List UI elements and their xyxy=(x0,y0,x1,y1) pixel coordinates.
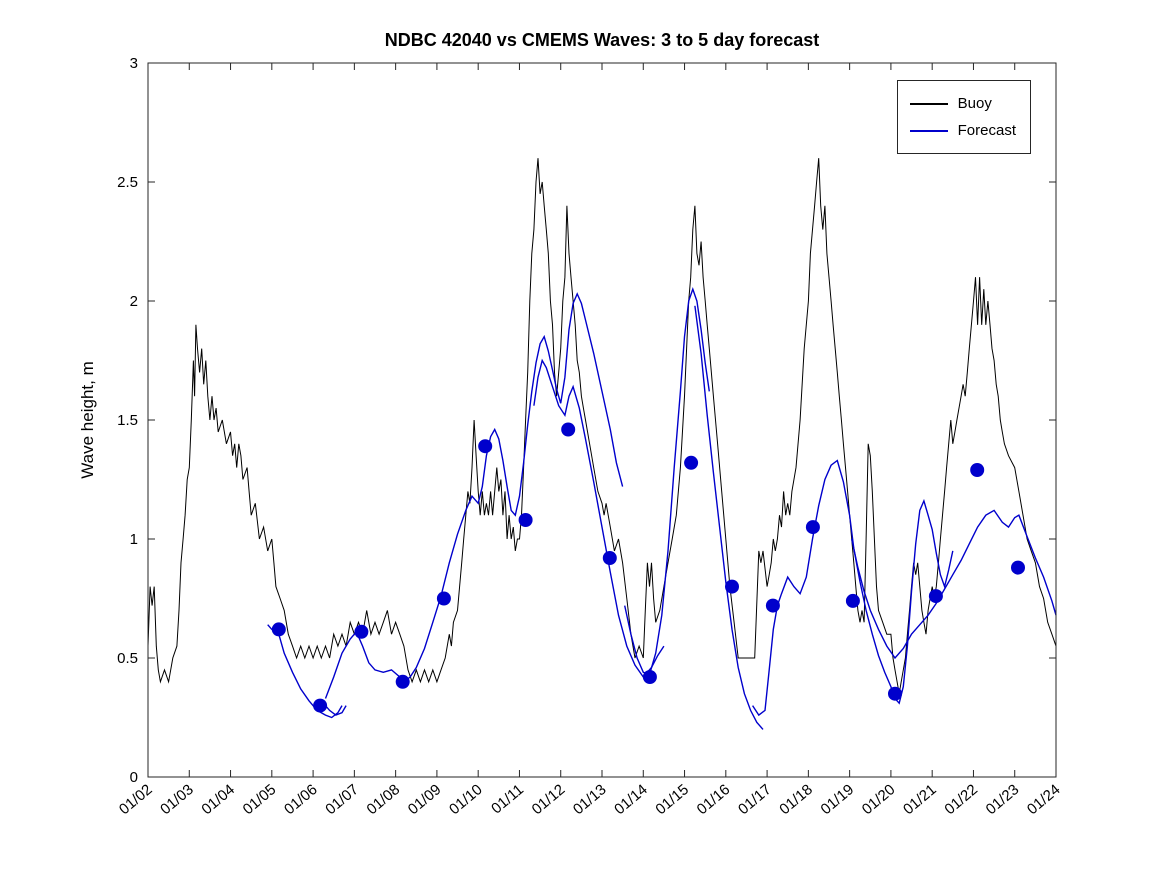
x-tick-label: 01/15 xyxy=(652,781,692,818)
y-tick-label: 1 xyxy=(130,531,138,548)
y-tick-label: 0.5 xyxy=(117,650,138,667)
legend-item-forecast: Forecast xyxy=(909,117,1016,144)
x-tick-label: 01/22 xyxy=(941,781,981,818)
buoy-line-swatch xyxy=(909,102,948,105)
x-tick-label: 01/07 xyxy=(322,781,362,818)
forecast-marker-0 xyxy=(271,622,286,637)
forecast-line-swatch xyxy=(909,129,948,132)
x-tick-label: 01/24 xyxy=(1024,781,1064,818)
x-tick-label: 01/20 xyxy=(859,781,899,818)
forecast-segment-6 xyxy=(752,459,954,717)
x-tick-label: 01/12 xyxy=(529,781,569,818)
forecast-segment-2 xyxy=(324,292,624,699)
x-tick-label: 01/11 xyxy=(488,781,527,817)
x-tick-label: 01/09 xyxy=(405,781,445,818)
forecast-marker-10 xyxy=(684,455,699,470)
forecast-marker-7 xyxy=(561,422,576,437)
forecast-marker-5 xyxy=(478,439,493,454)
forecast-marker-17 xyxy=(970,463,985,477)
forecast-segment-7 xyxy=(851,509,1057,660)
x-tick-label: 01/17 xyxy=(735,781,775,818)
y-tick-label: 2.5 xyxy=(117,174,138,191)
x-tick-label: 01/16 xyxy=(694,781,734,818)
x-tick-label: 01/23 xyxy=(983,781,1023,818)
forecast-marker-14 xyxy=(845,593,860,608)
y-tick-label: 0 xyxy=(130,769,138,786)
forecast-marker-4 xyxy=(436,591,451,606)
forecast-marker-13 xyxy=(805,520,820,535)
forecast-segment-3 xyxy=(533,358,665,679)
forecast-marker-15 xyxy=(888,686,902,701)
forecast-segment-5 xyxy=(694,305,764,730)
axes-box xyxy=(147,62,1057,778)
x-tick-label: 01/02 xyxy=(116,781,156,818)
x-tick-label: 01/03 xyxy=(157,781,197,818)
forecast-marker-2 xyxy=(354,624,369,639)
y-axis-label: Wave height, m xyxy=(78,361,97,479)
x-tick-label: 01/13 xyxy=(570,781,610,818)
y-tick-label: 2 xyxy=(130,293,138,310)
forecast-marker-11 xyxy=(725,579,739,594)
x-tick-label: 01/18 xyxy=(776,781,816,818)
buoy-series-line xyxy=(147,158,1057,694)
x-tick-label: 01/19 xyxy=(818,781,858,818)
forecast-marker-1 xyxy=(313,698,328,713)
y-tick-label: 3 xyxy=(130,55,138,72)
x-tick-label: 01/05 xyxy=(240,781,280,818)
forecast-marker-16 xyxy=(928,589,943,604)
legend-label-buoy: Buoy xyxy=(957,95,992,112)
forecast-marker-3 xyxy=(395,674,410,689)
legend-label-forecast: Forecast xyxy=(957,122,1016,139)
x-tick-label: 01/04 xyxy=(198,781,238,818)
forecast-marker-12 xyxy=(765,598,780,613)
forecast-marker-6 xyxy=(518,513,533,527)
forecast-marker-8 xyxy=(602,551,617,565)
forecast-marker-18 xyxy=(1011,560,1025,575)
x-tick-label: 01/21 xyxy=(900,781,940,818)
forecast-segment-1 xyxy=(322,702,347,716)
x-tick-label: 01/10 xyxy=(446,781,486,818)
forecast-marker-9 xyxy=(642,670,657,684)
forecast-segment-0 xyxy=(267,624,343,719)
y-tick-label: 1.5 xyxy=(117,412,138,429)
x-tick-label: 01/06 xyxy=(281,781,321,818)
x-tick-label: 01/08 xyxy=(364,781,404,818)
legend-item-buoy: Buoy xyxy=(909,90,1016,117)
x-tick-label: 01/14 xyxy=(611,781,651,818)
chart-title: NDBC 42040 vs CMEMS Waves: 3 to 5 day fo… xyxy=(384,30,820,50)
legend: Buoy Forecast xyxy=(896,80,1031,154)
forecast-segment-4 xyxy=(624,286,710,676)
